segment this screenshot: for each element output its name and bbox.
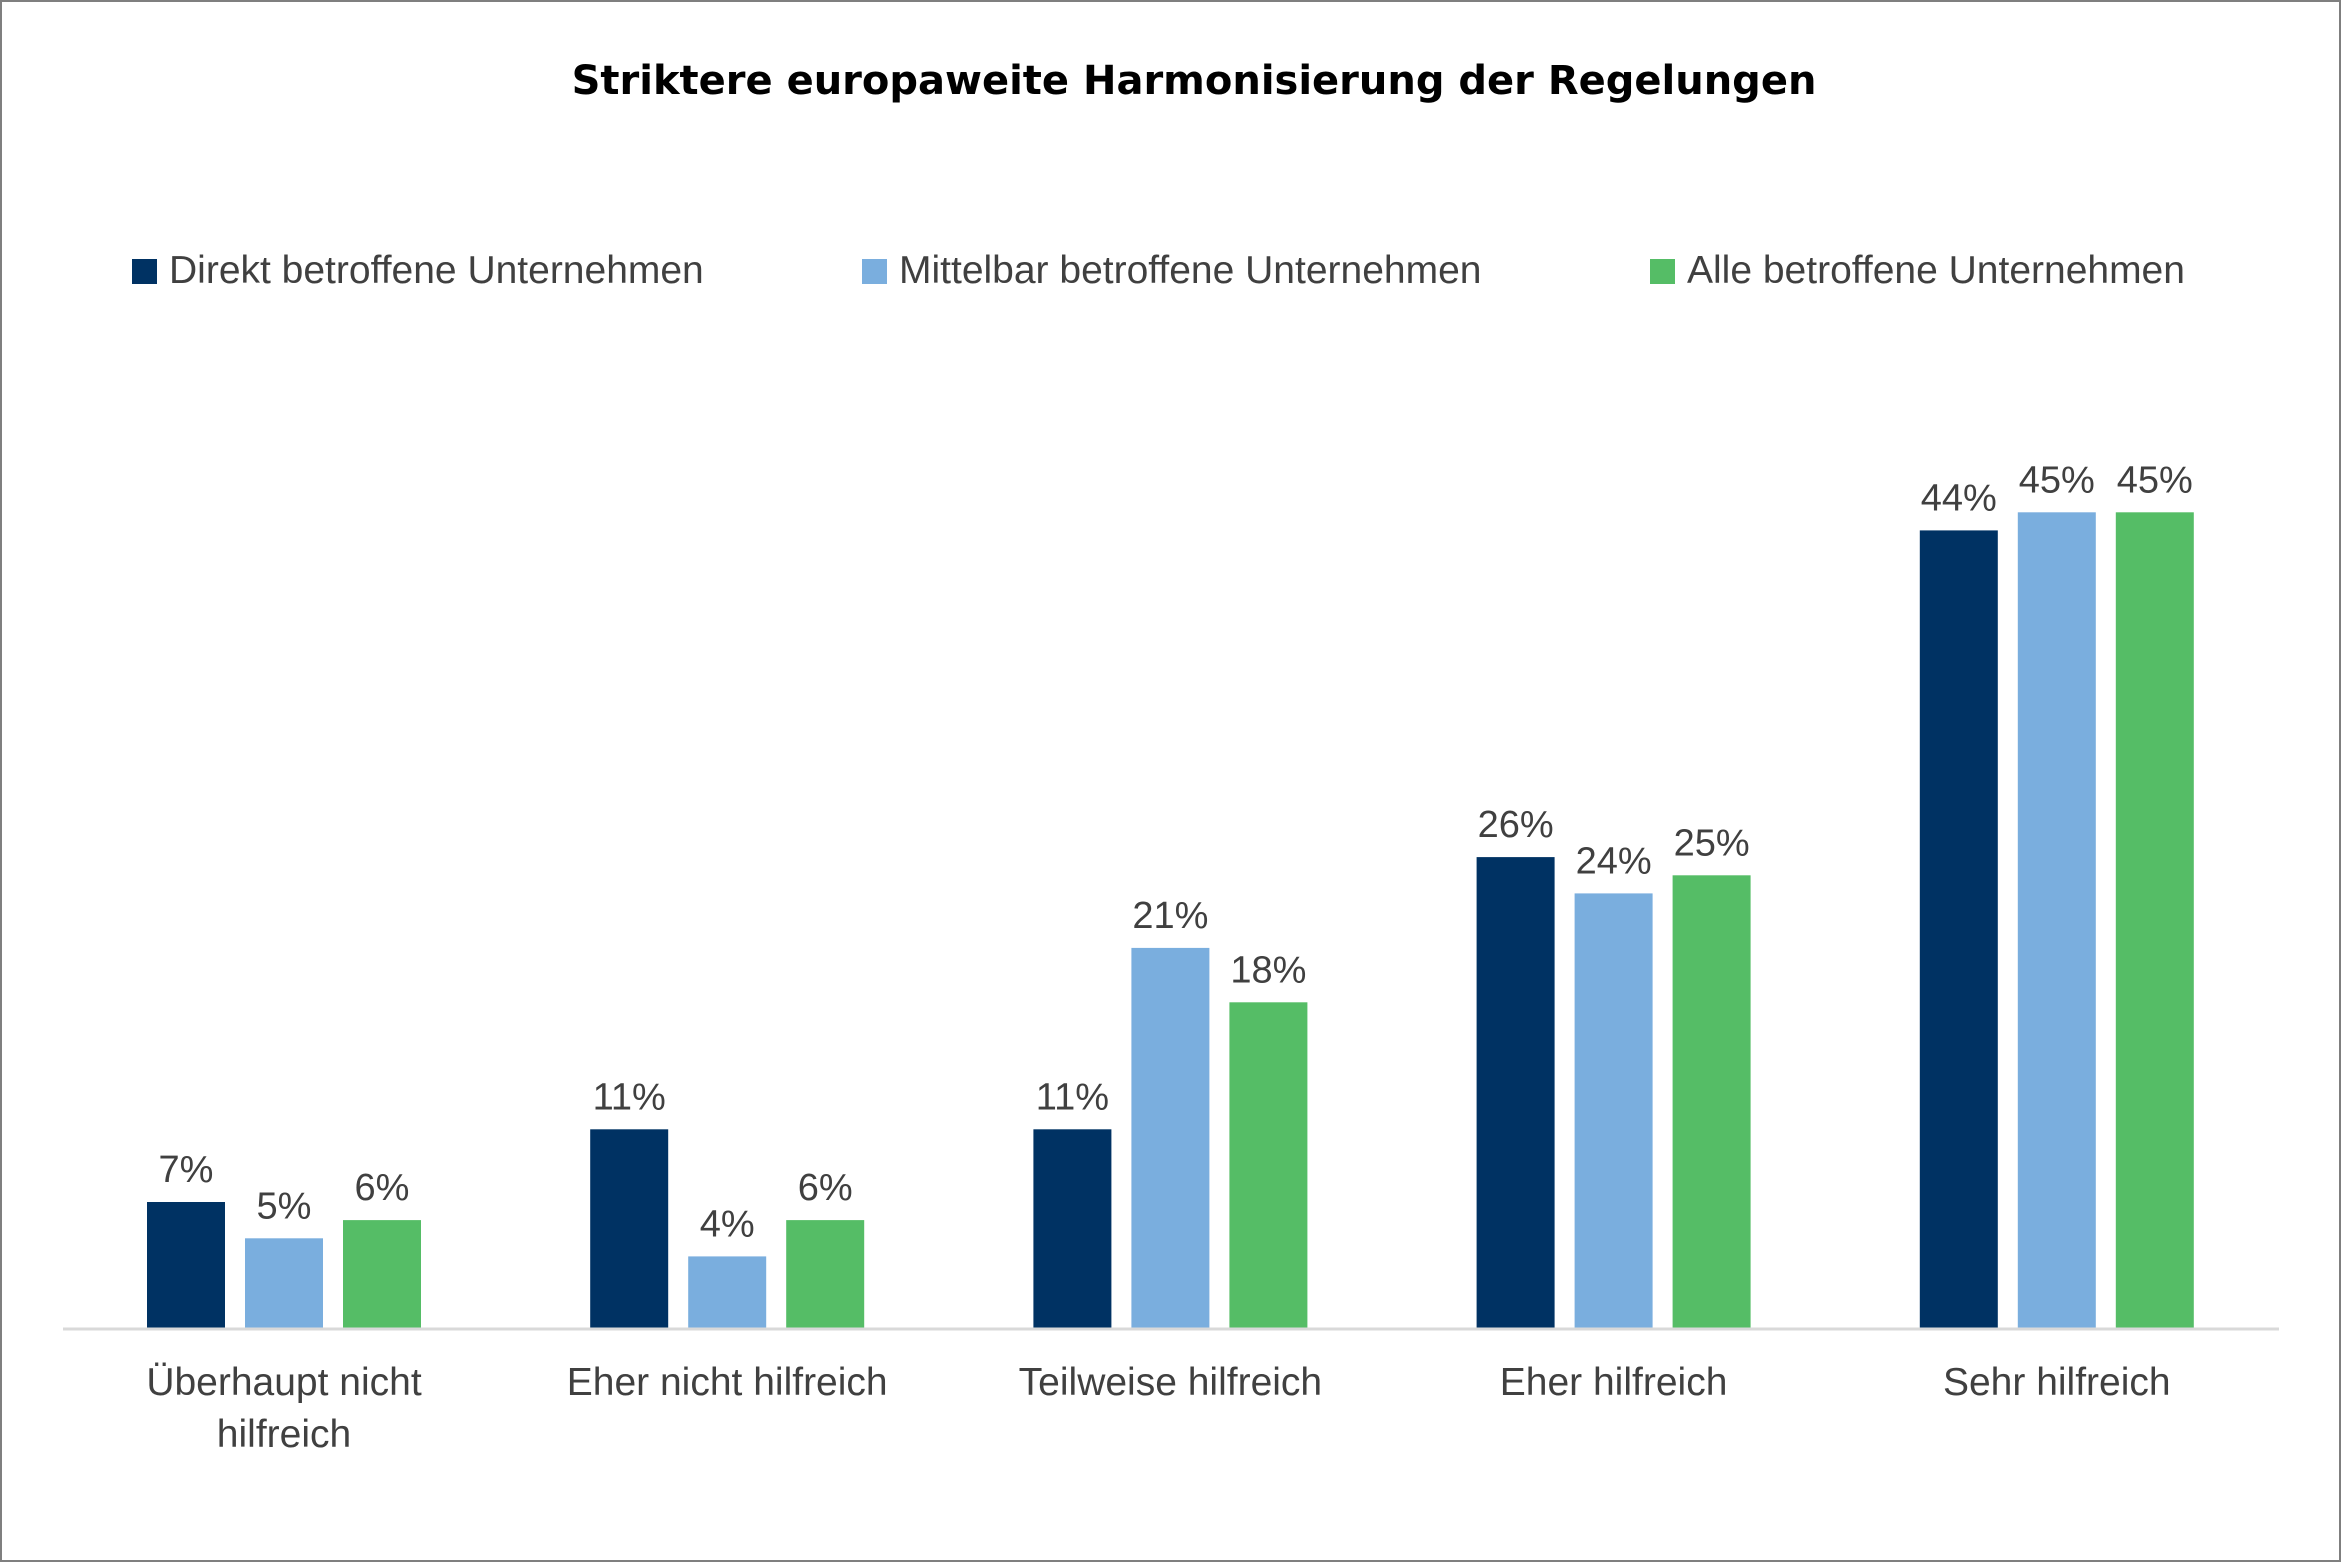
legend-swatch-3 xyxy=(1650,259,1675,284)
value-label-series3-cat4: 25% xyxy=(1674,822,1750,864)
value-label-series1-cat1: 7% xyxy=(159,1149,214,1191)
bar-series1-cat1 xyxy=(147,1202,225,1329)
bar-series3-cat4 xyxy=(1672,875,1751,1329)
value-label-series2-cat5: 45% xyxy=(2019,459,2095,501)
bar-series2-cat2 xyxy=(688,1256,767,1329)
legend-label-2: Mittelbar betroffene Unternehmen xyxy=(899,249,1481,292)
bar-series3-cat1 xyxy=(343,1220,421,1329)
value-label-series3-cat2: 6% xyxy=(798,1167,853,1209)
value-label-series3-cat5: 45% xyxy=(2117,459,2193,501)
value-label-series1-cat4: 26% xyxy=(1478,804,1554,846)
legend-swatch-1 xyxy=(132,259,157,284)
value-label-series3-cat1: 6% xyxy=(355,1167,410,1209)
category-label-5: Sehr hilfreich xyxy=(1943,1361,2171,1404)
category-label-2: Eher nicht hilfreich xyxy=(567,1361,888,1404)
value-label-series2-cat4: 24% xyxy=(1576,840,1652,882)
bar-series3-cat5 xyxy=(2115,512,2194,1329)
value-label-series1-cat2: 11% xyxy=(593,1076,666,1118)
legend: Direkt betroffene Unternehmen Mittelbar b… xyxy=(132,249,2185,292)
bar-series3-cat3 xyxy=(1229,1002,1308,1329)
bars xyxy=(147,512,2194,1330)
value-label-series2-cat1: 5% xyxy=(257,1185,312,1227)
legend-label-1: Direkt betroffene Unternehmen xyxy=(169,249,704,292)
value-label-series1-cat3: 11% xyxy=(1036,1076,1109,1118)
value-labels: 7% 5% 6% 11% 4% 6% 11% 21% 18% 26% 24% 25% 44% 45% 45% xyxy=(159,459,2193,1245)
category-label-1-line2: hilfreich xyxy=(217,1413,351,1456)
value-label-series3-cat3: 18% xyxy=(1230,949,1306,991)
category-label-3: Teilweise hilfreich xyxy=(1019,1361,1322,1404)
bar-series2-cat5 xyxy=(2017,512,2096,1329)
bar-series2-cat3 xyxy=(1131,947,1210,1329)
bar-series2-cat1 xyxy=(245,1238,323,1330)
value-label-series1-cat5: 44% xyxy=(1921,477,1997,519)
bar-series2-cat4 xyxy=(1574,893,1653,1329)
legend-swatch-2 xyxy=(862,259,887,284)
value-label-series2-cat2: 4% xyxy=(700,1203,755,1245)
legend-label-3: Alle betroffene Unternehmen xyxy=(1687,249,2185,292)
bar-series1-cat4 xyxy=(1476,857,1555,1329)
bar-series1-cat3 xyxy=(1033,1129,1112,1329)
bar-series3-cat2 xyxy=(786,1220,865,1329)
category-label-4: Eher hilfreich xyxy=(1500,1361,1728,1404)
bar-series1-cat2 xyxy=(590,1129,669,1329)
category-label-1-line1: Überhaupt nicht xyxy=(146,1361,422,1404)
bar-series1-cat5 xyxy=(1919,530,1998,1329)
value-label-series2-cat3: 21% xyxy=(1132,895,1208,937)
category-labels: Überhaupt nicht hilfreich Eher nicht hilfr… xyxy=(146,1361,2170,1456)
chart-title: Striktere europaweite Harmonisierung der… xyxy=(572,58,1817,104)
